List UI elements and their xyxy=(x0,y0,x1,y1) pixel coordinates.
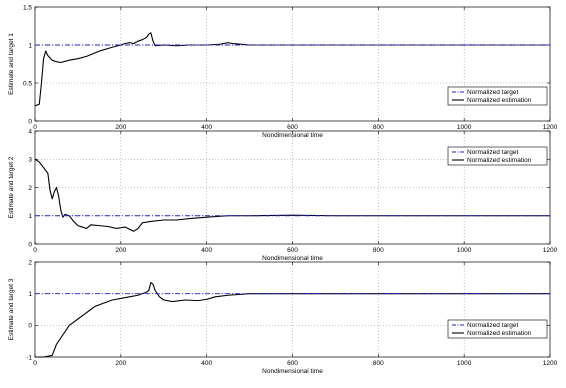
x-tick-label: 1000 xyxy=(457,360,472,367)
y-tick-label: 0.5 xyxy=(23,80,32,87)
legend-label: Normalized target xyxy=(467,322,518,329)
chart-panel-1: 0 200 400 600 800 1000 1200 0 0.5 1 1.5 Nondimensio… xyxy=(8,4,558,139)
y-tick-label: 0 xyxy=(28,118,32,125)
plot-frame xyxy=(34,261,551,358)
x-tick-label: 600 xyxy=(287,124,298,131)
x-tick-label: 1200 xyxy=(543,124,558,131)
y-tick-label: 1.5 xyxy=(23,4,32,11)
legend-label: Normalized estimation xyxy=(467,97,532,104)
x-tick-label: 1000 xyxy=(457,247,472,254)
x-tick-label: 1200 xyxy=(543,360,558,367)
x-tick-label: 400 xyxy=(201,124,212,131)
legend-label: Normalized target xyxy=(467,89,518,96)
x-tick-label: 600 xyxy=(287,247,298,254)
legend-label: Normalized target xyxy=(467,149,518,156)
x-tick-label: 200 xyxy=(115,124,126,131)
chart-panel-3: 0 200 400 600 800 1000 1200-1012Nondimensional… xyxy=(8,259,558,375)
x-tick-label: 1000 xyxy=(457,124,472,131)
x-tick-label: 400 xyxy=(201,247,212,254)
y-axis-label: Estimate and target 3 xyxy=(8,278,15,340)
y-tick-label: 4 xyxy=(28,128,32,135)
y-tick-label: 1 xyxy=(28,213,32,220)
legend-label: Normalized estimation xyxy=(467,330,532,337)
legend-box xyxy=(447,146,548,166)
x-tick-label: 600 xyxy=(287,360,298,367)
y-tick-label: 1 xyxy=(28,42,32,49)
series-line-normalized-estimation xyxy=(34,32,550,107)
x-tick-label: 200 xyxy=(115,247,126,254)
series-line-normalized-estimation xyxy=(35,282,550,358)
x-axis-label: Nondimensional time xyxy=(262,368,323,375)
x-tick-label: 800 xyxy=(373,360,384,367)
legend-label: Normalized estimation xyxy=(467,157,532,164)
legend-box xyxy=(447,86,548,106)
x-tick-label: 1200 xyxy=(543,247,558,254)
x-tick-label: 0 xyxy=(33,247,37,254)
y-tick-label: 2 xyxy=(28,185,32,192)
x-tick-label: 800 xyxy=(373,247,384,254)
y-tick-label: 3 xyxy=(28,157,32,164)
x-tick-label: 200 xyxy=(115,360,126,367)
y-tick-label: 0 xyxy=(28,241,32,248)
chart-panel-2: 0 200 400 600 800 1000 1200 0 1 2 3 4 Nondimensional… xyxy=(8,128,558,262)
y-tick-label: 1 xyxy=(28,291,32,298)
x-axis-label: Nondimensional time xyxy=(262,255,323,262)
x-tick-label: 0 xyxy=(33,124,37,131)
x-axis-label: Nondimensional time xyxy=(262,132,323,139)
y-tick-label: -1 xyxy=(26,354,32,361)
x-tick-label: 0 xyxy=(33,360,37,367)
y-tick-label: 0 xyxy=(28,323,32,330)
y-axis-label: Estimate and target 2 xyxy=(8,156,15,218)
x-tick-label: 400 xyxy=(201,360,212,367)
legend-box xyxy=(447,319,548,339)
x-tick-label: 800 xyxy=(373,124,384,131)
y-axis-label: Estimate and target 1 xyxy=(8,33,15,95)
y-tick-label: 2 xyxy=(28,259,32,266)
